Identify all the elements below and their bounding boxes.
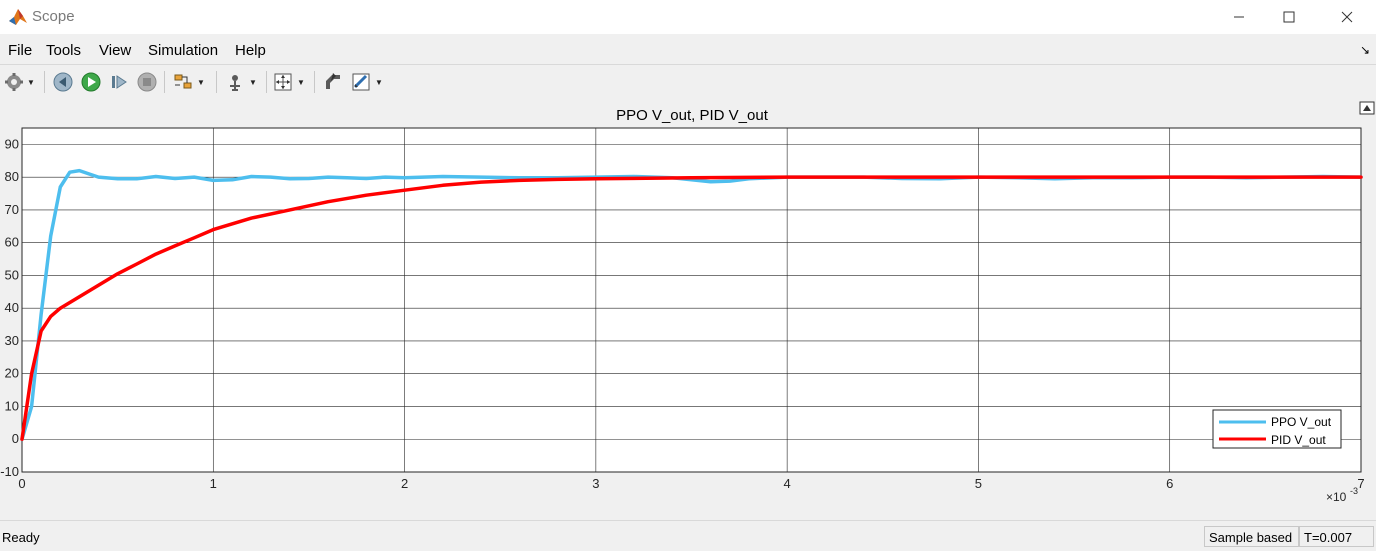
step-forward-icon bbox=[112, 75, 127, 89]
status-bar: Ready Sample based T=0.007 bbox=[0, 520, 1376, 551]
x-tick-label: 1 bbox=[210, 476, 217, 491]
axes-background[interactable] bbox=[21, 127, 1362, 473]
y-tick-label: 0 bbox=[12, 431, 19, 446]
scope-chart[interactable]: PPO V_out, PID V_out 0 1 2 3 4 5 6 7-1001020304… bbox=[0, 99, 1376, 520]
legend-pid-label: PID V_out bbox=[1271, 433, 1326, 447]
toolbar-separator bbox=[266, 71, 267, 93]
chevron-down-icon: ▼ bbox=[297, 77, 305, 87]
toolbar-separator bbox=[314, 71, 315, 93]
y-tick-label: 90 bbox=[5, 136, 19, 151]
x-tick-label: 0 bbox=[18, 476, 25, 491]
toolbar: ▼ ▼ bbox=[0, 64, 1376, 100]
step-forward-button[interactable] bbox=[108, 70, 130, 94]
minimize-icon bbox=[1234, 16, 1244, 18]
step-back-icon bbox=[53, 72, 73, 92]
run-button[interactable] bbox=[80, 70, 102, 94]
chevron-down-icon: ▼ bbox=[375, 77, 383, 87]
scope-plot-area: PPO V_out, PID V_out 0 1 2 3 4 5 6 7 -10 0 10 20 30 4… bbox=[0, 99, 1376, 520]
x-tick-label: 2 bbox=[401, 476, 408, 491]
y-tick-label: 60 bbox=[5, 235, 19, 250]
toolbar-separator bbox=[164, 71, 165, 93]
chevron-down-icon: ▼ bbox=[249, 77, 257, 87]
y-tick-label: 40 bbox=[5, 300, 19, 315]
close-icon bbox=[1341, 11, 1353, 23]
x-tick-label: 6 bbox=[1166, 476, 1173, 491]
menu-simulation[interactable]: Simulation bbox=[148, 42, 219, 59]
settings-icon bbox=[5, 73, 23, 91]
zoom-fit-button[interactable]: ▼ bbox=[272, 70, 305, 94]
maximize-icon bbox=[1283, 11, 1295, 23]
cursor-measure-button[interactable]: ▼ bbox=[224, 70, 257, 94]
y-tick-label: 50 bbox=[5, 267, 19, 282]
signal-select-button[interactable]: ▼ bbox=[172, 70, 205, 94]
window-title: Scope bbox=[32, 8, 75, 25]
stop-button[interactable] bbox=[136, 70, 158, 94]
matlab-logo-icon bbox=[8, 7, 28, 27]
x-tick-label: 5 bbox=[975, 476, 982, 491]
menu-file[interactable]: File bbox=[8, 42, 33, 59]
x-tick-label: 7 bbox=[1357, 476, 1364, 491]
y-tick-label: -10 bbox=[0, 464, 19, 479]
x-exponent-value: -3 bbox=[1350, 486, 1358, 496]
tuning-button[interactable]: ▼ bbox=[350, 70, 383, 94]
legend[interactable]: PPO V_out PID V_out bbox=[1212, 409, 1342, 449]
title-bar: Scope bbox=[0, 0, 1376, 34]
run-icon bbox=[81, 72, 101, 92]
pid-series-line bbox=[20, 175, 1363, 441]
x-tick-label: 3 bbox=[592, 476, 599, 491]
collapse-icon bbox=[1363, 105, 1371, 111]
y-tick-label: 10 bbox=[5, 398, 19, 413]
y-tick-label: 80 bbox=[5, 169, 19, 184]
stop-icon bbox=[137, 72, 157, 92]
settings-button[interactable]: ▼ bbox=[4, 70, 35, 94]
chevron-down-icon: ▼ bbox=[27, 77, 35, 87]
sample-mode-indicator: Sample based bbox=[1204, 526, 1299, 547]
highlight-block-button[interactable] bbox=[322, 70, 344, 94]
highlight-block-icon bbox=[326, 73, 340, 89]
restore-axes-button[interactable] bbox=[1359, 101, 1375, 115]
zoom-fit-icon bbox=[274, 73, 292, 91]
signal-select-icon bbox=[174, 74, 192, 89]
menu-view[interactable]: View bbox=[99, 42, 132, 59]
y-tick-label: 30 bbox=[5, 333, 19, 348]
cursor-measure-icon bbox=[230, 75, 240, 91]
tuning-icon bbox=[352, 73, 370, 91]
chevron-down-icon: ▼ bbox=[197, 77, 205, 87]
legend-ppo-label: PPO V_out bbox=[1271, 415, 1332, 429]
x-tick-label: 4 bbox=[784, 476, 791, 491]
x-exponent-base: ×10 bbox=[1326, 490, 1347, 504]
toolbar-separator bbox=[44, 71, 45, 93]
step-back-button[interactable] bbox=[52, 70, 74, 94]
undock-icon[interactable]: ↘ bbox=[1359, 43, 1370, 57]
close-button[interactable] bbox=[1324, 0, 1370, 34]
toolbar-separator bbox=[216, 71, 217, 93]
menu-tools[interactable]: Tools bbox=[46, 42, 82, 59]
maximize-button[interactable] bbox=[1266, 0, 1312, 34]
menu-help[interactable]: Help bbox=[235, 42, 266, 59]
minimize-button[interactable] bbox=[1216, 0, 1262, 34]
chart-title: PPO V_out, PID V_out bbox=[616, 107, 769, 124]
status-text: Ready bbox=[2, 530, 40, 545]
menu-bar: File Tools View Simulation Help ↘ bbox=[0, 36, 1376, 64]
y-tick-label: 20 bbox=[5, 366, 19, 381]
y-tick-label: 70 bbox=[5, 202, 19, 217]
sim-time-indicator: T=0.007 bbox=[1299, 526, 1374, 547]
